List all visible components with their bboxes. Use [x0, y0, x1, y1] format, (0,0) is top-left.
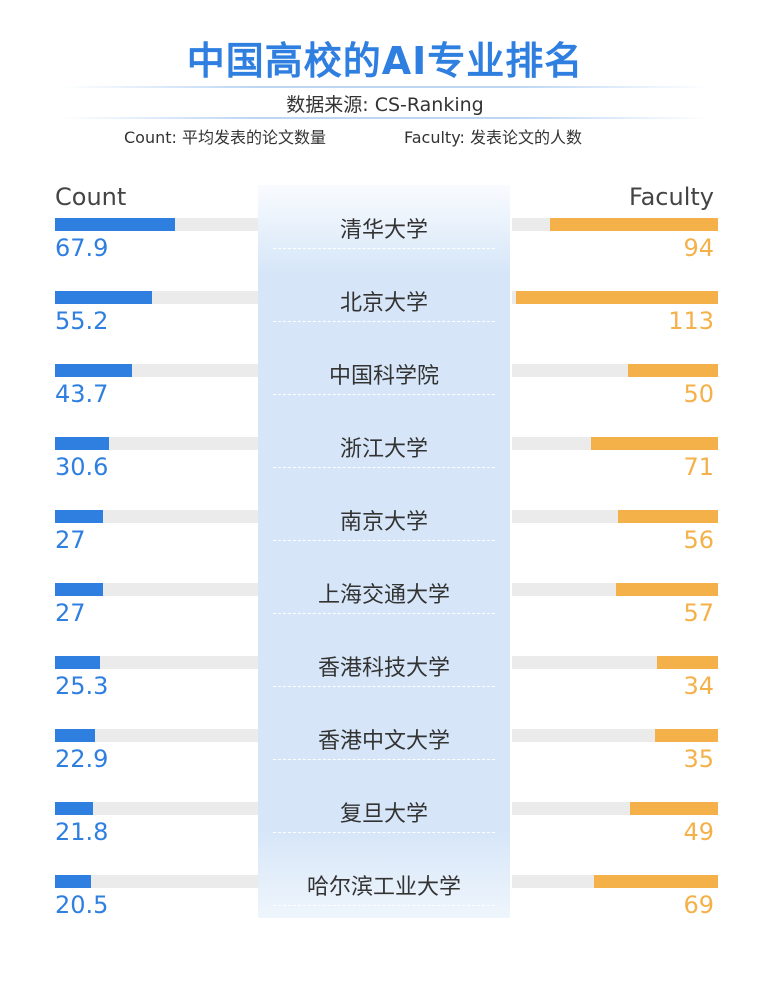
- faculty-bar: [515, 291, 718, 304]
- row-separator: [273, 832, 495, 833]
- count-value-label: 30.6: [55, 453, 109, 481]
- data-source: 数据来源: CS-Ranking: [286, 94, 484, 116]
- faculty-column-header: Faculty: [629, 183, 714, 211]
- count-bar: [55, 437, 110, 450]
- count-value-label: 25.3: [55, 672, 109, 700]
- university-panel: [258, 185, 510, 918]
- count-bar: [55, 802, 94, 815]
- faculty-bar-track: [512, 291, 718, 304]
- university-label: 清华大学: [339, 218, 428, 243]
- faculty-bar: [615, 583, 718, 596]
- chart-row: 27 57 上海交通大学: [0, 583, 770, 656]
- faculty-bar: [617, 510, 718, 523]
- university-label: 北京大学: [339, 291, 428, 316]
- count-bar-track: [55, 656, 258, 669]
- count-value-label: 55.2: [55, 307, 109, 335]
- count-value-label: 27: [55, 599, 86, 627]
- faculty-value-label: 57: [683, 599, 714, 627]
- count-value-label: 67.9: [55, 234, 109, 262]
- legend-count: Count: 平均发表的论文数量: [124, 128, 326, 147]
- count-value-label: 21.8: [55, 818, 109, 846]
- row-separator: [273, 467, 495, 468]
- faculty-bar-track: [512, 875, 718, 888]
- faculty-bar-track: [512, 437, 718, 450]
- faculty-bar-track: [512, 510, 718, 523]
- count-value-label: 27: [55, 526, 86, 554]
- count-bar: [55, 510, 103, 523]
- count-bar: [55, 729, 96, 742]
- count-bar-track: [55, 510, 258, 523]
- university-label: 香港科技大学: [317, 656, 450, 681]
- university-label: 浙江大学: [339, 437, 428, 462]
- count-value-label: 20.5: [55, 891, 109, 919]
- legend-faculty: Faculty: 发表论文的人数: [404, 128, 582, 147]
- chart-row: 43.7 50 中国科学院: [0, 364, 770, 437]
- faculty-bar-track: [512, 364, 718, 377]
- count-bar-track: [55, 218, 258, 231]
- count-bar: [55, 656, 100, 669]
- faculty-bar-track: [512, 218, 718, 231]
- faculty-bar: [657, 656, 718, 669]
- row-separator: [273, 686, 495, 687]
- count-bar-track: [55, 729, 258, 742]
- faculty-value-label: 113: [668, 307, 714, 335]
- faculty-bar: [590, 437, 718, 450]
- faculty-bar-track: [512, 729, 718, 742]
- faculty-bar: [628, 364, 718, 377]
- university-label: 南京大学: [339, 510, 428, 535]
- count-bar: [55, 291, 153, 304]
- row-separator: [273, 905, 495, 906]
- row-separator: [273, 759, 495, 760]
- chart-row: 30.6 71 浙江大学: [0, 437, 770, 510]
- chart-row: 21.8 49 复旦大学: [0, 802, 770, 875]
- faculty-bar: [594, 875, 718, 888]
- count-bar: [55, 218, 175, 231]
- faculty-bar: [655, 729, 718, 742]
- count-column-header: Count: [55, 183, 127, 211]
- faculty-value-label: 94: [683, 234, 714, 262]
- chart-title: 中国高校的AI专业排名: [186, 39, 584, 83]
- chart-row: 22.9 35 香港中文大学: [0, 729, 770, 802]
- row-separator: [273, 613, 495, 614]
- faculty-bar-track: [512, 656, 718, 669]
- chart-row: 20.5 69 哈尔滨工业大学: [0, 875, 770, 948]
- row-separator: [273, 321, 495, 322]
- university-label: 上海交通大学: [317, 583, 450, 608]
- count-bar-track: [55, 291, 258, 304]
- count-bar: [55, 875, 92, 888]
- faculty-bar-track: [512, 583, 718, 596]
- chart-row: 55.2 113 北京大学: [0, 291, 770, 364]
- title-divider-bottom: [60, 117, 710, 119]
- faculty-bar-track: [512, 802, 718, 815]
- count-bar: [55, 364, 133, 377]
- faculty-value-label: 71: [683, 453, 714, 481]
- faculty-bar: [630, 802, 718, 815]
- chart-row: 27 56 南京大学: [0, 510, 770, 583]
- faculty-value-label: 69: [683, 891, 714, 919]
- faculty-bar: [549, 218, 718, 231]
- count-bar-track: [55, 583, 258, 596]
- chart-row: 67.9 94 清华大学: [0, 218, 770, 291]
- faculty-value-label: 50: [683, 380, 714, 408]
- count-value-label: 22.9: [55, 745, 109, 773]
- row-separator: [273, 248, 495, 249]
- faculty-value-label: 35: [683, 745, 714, 773]
- chart-row: 25.3 34 香港科技大学: [0, 656, 770, 729]
- faculty-value-label: 34: [683, 672, 714, 700]
- row-separator: [273, 394, 495, 395]
- university-label: 复旦大学: [339, 802, 428, 827]
- count-bar-track: [55, 437, 258, 450]
- faculty-value-label: 56: [683, 526, 714, 554]
- count-bar: [55, 583, 103, 596]
- row-separator: [273, 540, 495, 541]
- title-divider-top: [60, 86, 710, 88]
- university-label: 香港中文大学: [317, 729, 450, 754]
- count-bar-track: [55, 364, 258, 377]
- count-bar-track: [55, 802, 258, 815]
- count-value-label: 43.7: [55, 380, 109, 408]
- university-label: 中国科学院: [328, 364, 439, 389]
- faculty-value-label: 49: [683, 818, 714, 846]
- university-label: 哈尔滨工业大学: [306, 875, 461, 900]
- count-bar-track: [55, 875, 258, 888]
